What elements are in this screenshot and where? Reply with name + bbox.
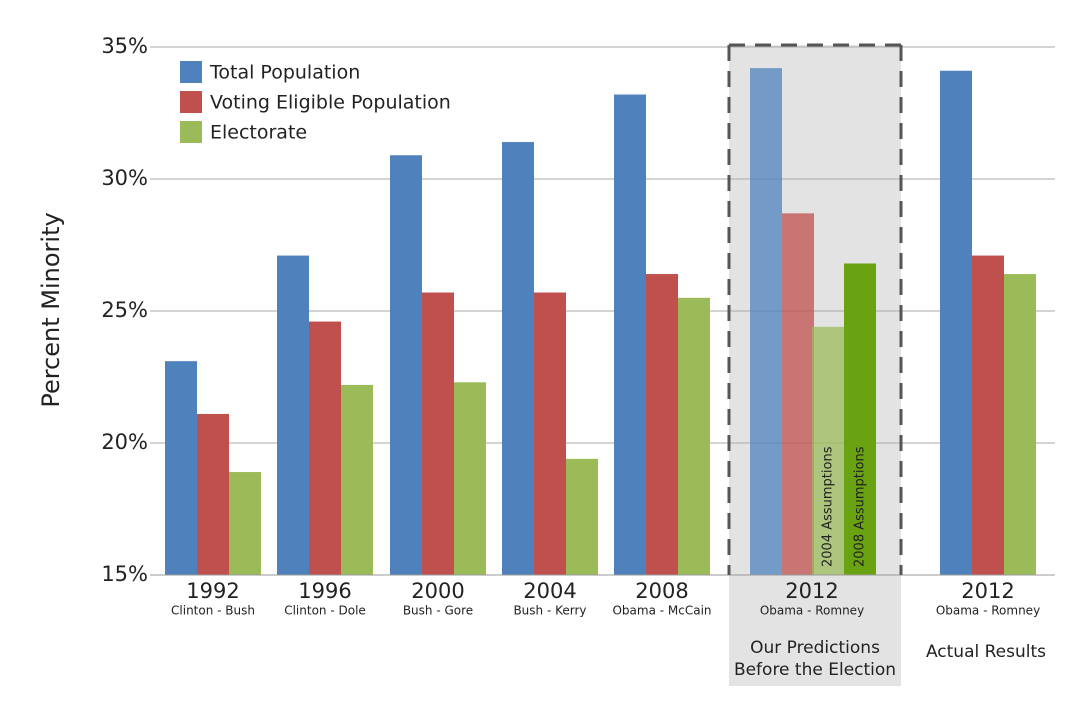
bar <box>566 458 598 575</box>
bar <box>782 213 814 575</box>
bar <box>165 361 197 575</box>
legend-swatch <box>180 91 202 113</box>
bar <box>1004 274 1036 575</box>
bar <box>454 382 486 575</box>
bar <box>277 255 309 575</box>
x-sublabel: Bush - Gore <box>403 604 473 618</box>
bar <box>341 384 373 575</box>
bar <box>229 472 261 575</box>
y-axis-title: Percent Minority <box>37 212 65 407</box>
bar <box>309 321 341 575</box>
legend-label: Electorate <box>210 122 307 144</box>
y-tick-label: 30% <box>101 166 148 190</box>
bar <box>390 155 422 576</box>
bar <box>646 274 678 575</box>
panel-label: Before the Election <box>734 660 896 680</box>
bar <box>197 413 229 575</box>
x-tick-label: 2012 <box>961 579 1014 603</box>
bar <box>614 94 646 576</box>
x-sublabel: Obama - Romney <box>760 604 864 618</box>
y-tick-label: 25% <box>101 298 148 322</box>
y-tick-label: 15% <box>101 562 148 586</box>
x-tick-label: 2012 <box>785 579 838 603</box>
bar-note: 2008 Assumptions <box>853 446 868 567</box>
bar <box>972 255 1004 575</box>
bar <box>678 297 710 575</box>
x-sublabel: Bush - Kerry <box>513 604 586 618</box>
legend-swatch <box>180 121 202 143</box>
legend-swatch <box>180 61 202 83</box>
x-tick-label: 2008 <box>635 579 688 603</box>
bar <box>812 326 844 575</box>
bar <box>940 70 972 575</box>
x-tick-label: 2004 <box>523 579 576 603</box>
bar <box>750 68 782 576</box>
bar <box>534 292 566 575</box>
x-sublabel: Clinton - Dole <box>284 604 366 618</box>
x-sublabel: Obama - Romney <box>936 604 1040 618</box>
bar <box>422 292 454 575</box>
legend-label: Total Population <box>209 62 360 84</box>
bar <box>844 263 876 575</box>
panel-label: Our Predictions <box>750 638 880 658</box>
bar-note: 2004 Assumptions <box>821 446 836 567</box>
bar <box>502 142 534 576</box>
x-tick-label: 1996 <box>298 579 351 603</box>
y-tick-label: 35% <box>101 34 148 58</box>
actual-label: Actual Results <box>926 642 1046 662</box>
legend-label: Voting Eligible Population <box>210 92 451 114</box>
x-tick-label: 2000 <box>411 579 464 603</box>
x-tick-label: 1992 <box>186 579 239 603</box>
y-tick-label: 20% <box>101 430 148 454</box>
x-sublabel: Clinton - Bush <box>171 604 255 618</box>
x-sublabel: Obama - McCain <box>612 604 711 618</box>
